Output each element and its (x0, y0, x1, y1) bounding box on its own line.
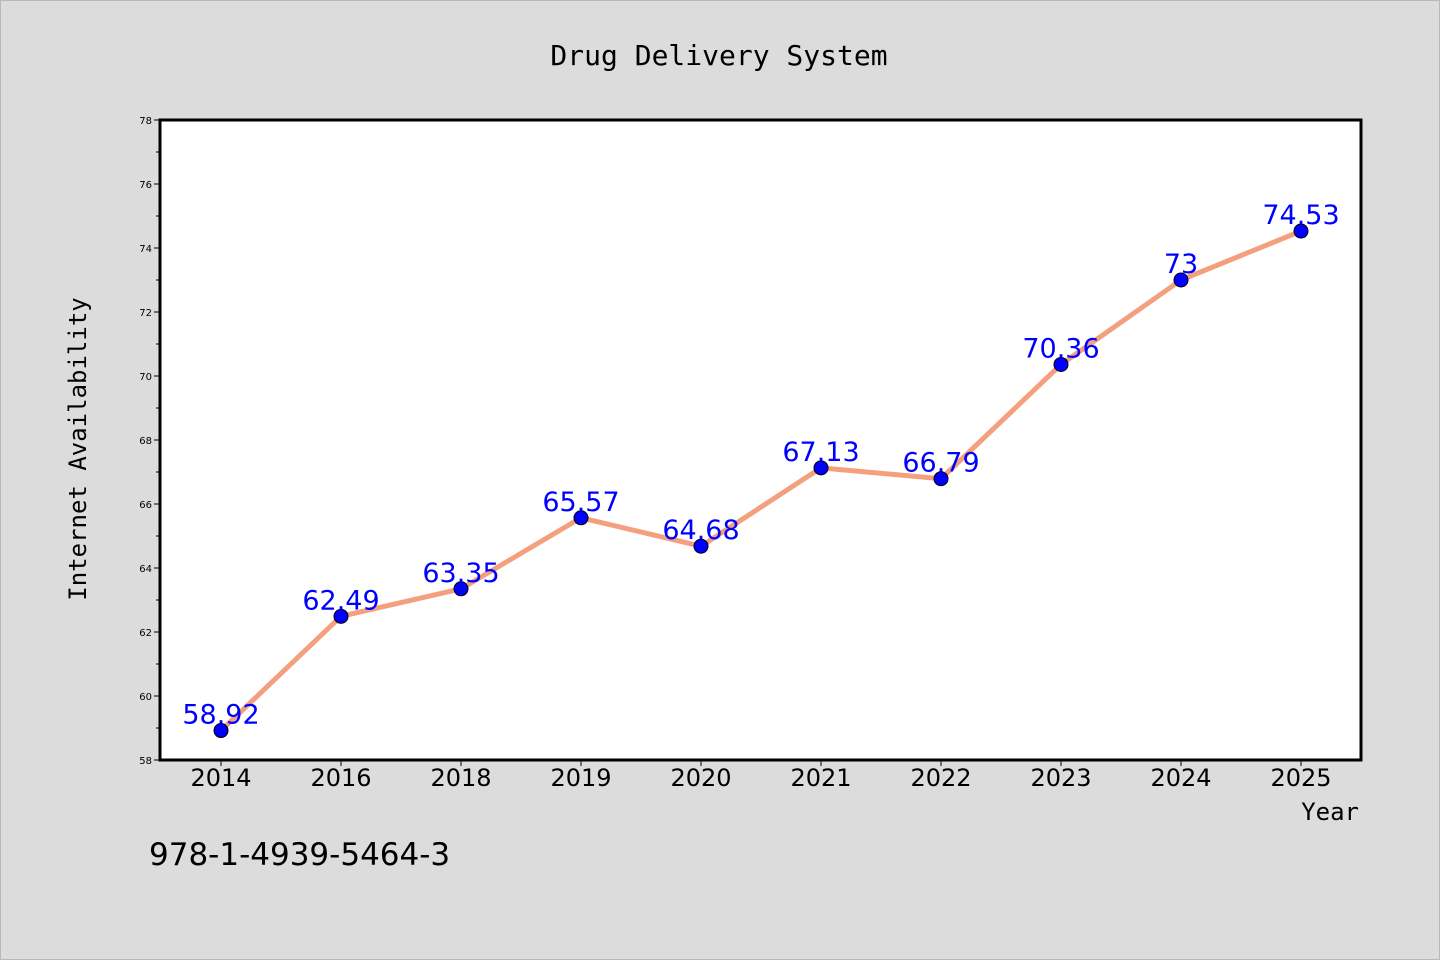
data-point (213, 723, 229, 739)
y-tick-label: 62 (139, 628, 152, 639)
x-tick-label: 2020 (670, 764, 731, 792)
y-tick-label: 66 (139, 500, 152, 511)
data-label: 73 (1164, 249, 1198, 280)
data-point (1173, 272, 1189, 288)
y-axis-label: Internet Availability (64, 297, 92, 600)
data-label: 67.13 (782, 437, 859, 468)
x-tick-label: 2018 (430, 764, 491, 792)
y-axis: 58 60 62 64 66 68 70 72 74 76 78 (139, 116, 160, 767)
data-label: 65.57 (542, 487, 619, 518)
data-point (693, 538, 709, 554)
x-axis: 2014 2016 2018 2019 2020 2021 2022 2023 2024 2025 (190, 760, 1332, 792)
x-tick-label: 2023 (1030, 764, 1091, 792)
data-markers (213, 223, 1309, 739)
x-tick-label: 2025 (1270, 764, 1331, 792)
data-point (333, 608, 349, 624)
y-tick-label: 76 (139, 180, 152, 191)
data-label: 70.36 (1022, 333, 1099, 364)
data-point (1293, 223, 1309, 239)
x-tick-label: 2016 (310, 764, 371, 792)
data-point (813, 460, 829, 476)
x-tick-label: 2019 (550, 764, 611, 792)
data-label: 66.79 (902, 448, 979, 479)
x-axis-label: Year (1301, 798, 1359, 826)
data-point (453, 581, 469, 597)
data-labels: 58.92 62.49 63.35 65.57 64.68 67.13 66.79 70.36… (182, 200, 1339, 731)
data-label: 62.49 (302, 585, 379, 616)
data-point (573, 510, 589, 526)
y-tick-label: 68 (139, 436, 152, 447)
series-line (218, 228, 1304, 734)
y-tick-label: 74 (139, 244, 152, 255)
plot-area (158, 118, 1363, 762)
x-tick-label: 2021 (790, 764, 851, 792)
data-label: 63.35 (422, 558, 499, 589)
y-tick-label: 72 (139, 308, 152, 319)
y-tick-label: 60 (139, 692, 152, 703)
y-tick-label: 64 (139, 564, 152, 575)
x-tick-label: 2022 (910, 764, 971, 792)
x-tick-label: 2014 (190, 764, 251, 792)
y-tick-label: 58 (139, 756, 152, 767)
data-label: 74.53 (1262, 200, 1339, 231)
y-tick-label: 70 (139, 372, 152, 383)
footer-isbn: 978-1-4939-5464-3 (149, 837, 450, 873)
y-tick-label: 78 (139, 116, 152, 127)
x-tick-label: 2024 (1150, 764, 1211, 792)
chart-title: Drug Delivery System (550, 39, 887, 72)
data-point (933, 471, 949, 487)
data-label: 64.68 (662, 515, 739, 546)
data-label: 58.92 (182, 700, 259, 731)
data-point (1053, 356, 1069, 372)
